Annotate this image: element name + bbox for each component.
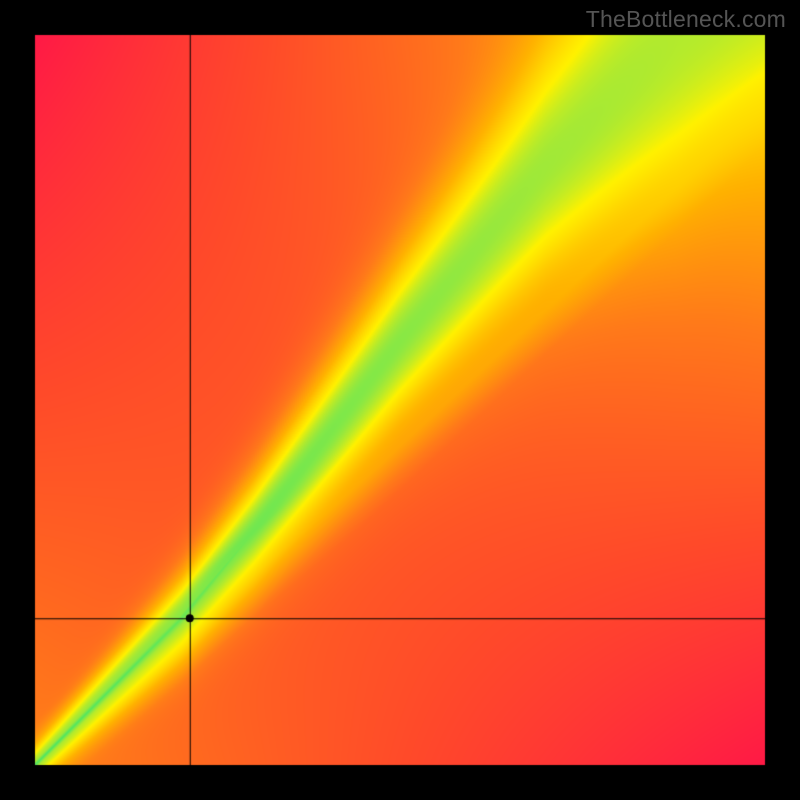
watermark-text: TheBottleneck.com [586,6,786,33]
chart-container: TheBottleneck.com [0,0,800,800]
heatmap-canvas [0,0,800,800]
